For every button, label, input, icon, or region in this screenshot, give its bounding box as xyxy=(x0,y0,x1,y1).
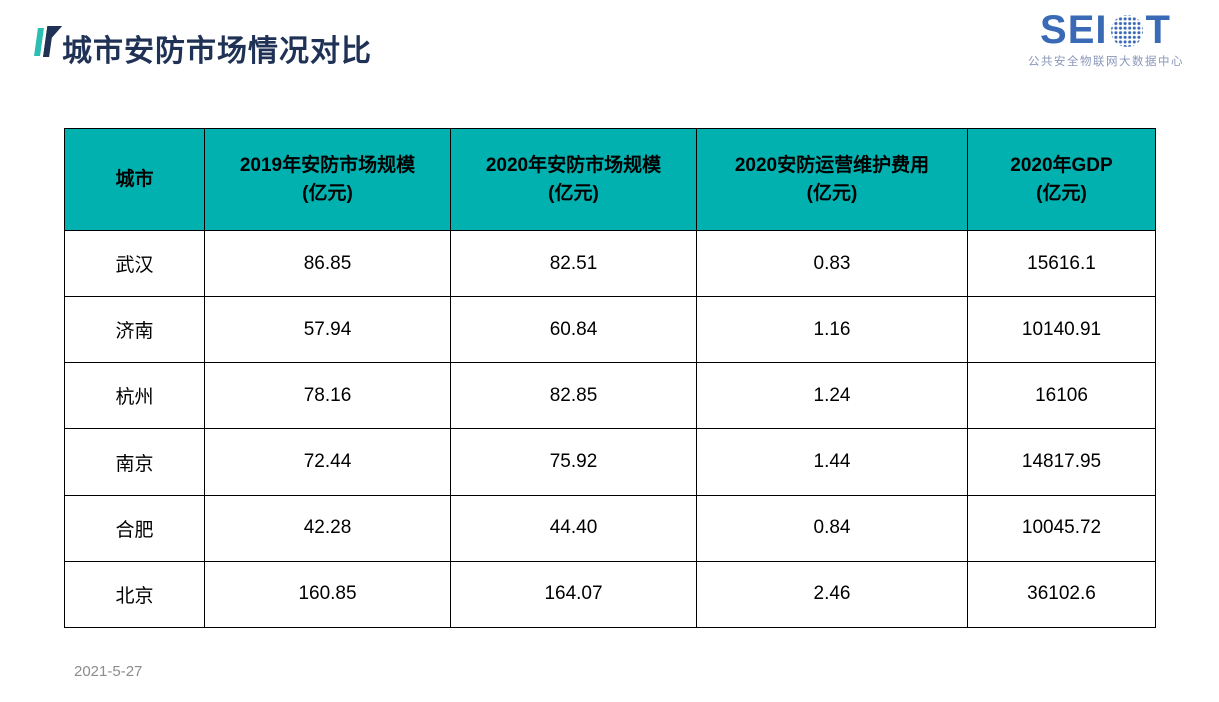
slide-date: 2021-5-27 xyxy=(74,663,143,680)
cell-2020-market: 75.92 xyxy=(450,428,697,496)
city-security-comparison-table: 城市 2019年安防市场规模 (亿元) 2020年安防市场规模 (亿元) 202… xyxy=(64,128,1156,629)
cell-2019-market: 42.28 xyxy=(204,494,451,562)
table-row-jinan: 济南 57.94 60.84 1.16 10140.91 xyxy=(64,296,1156,364)
cell-2020-gdp: 15616.1 xyxy=(967,229,1156,298)
table-row-hefei: 合肥 42.28 44.40 0.84 10045.72 xyxy=(64,494,1156,562)
cell-2020-market: 82.85 xyxy=(450,362,697,430)
cell-2019-market: 86.85 xyxy=(204,229,451,298)
cell-2020-market: 60.84 xyxy=(450,296,697,364)
cell-2020-gdp: 10140.91 xyxy=(967,296,1156,364)
col-header-2020-gdp-unit: (亿元) xyxy=(1036,182,1087,204)
col-header-2020-market-label: 2020年安防市场规模 xyxy=(485,154,662,176)
cell-2019-market: 160.85 xyxy=(204,560,451,629)
seiot-logo: SEI T 公共安全物联网大数据中心 xyxy=(1021,10,1191,69)
cell-2019-market: 78.16 xyxy=(204,362,451,430)
col-header-2019-market-unit: (亿元) xyxy=(302,182,353,204)
cell-2020-gdp: 36102.6 xyxy=(967,560,1156,629)
cell-2019-market: 57.94 xyxy=(204,296,451,364)
logo-brand: SEI T xyxy=(1040,10,1172,50)
table-row-wuhan: 武汉 86.85 82.51 0.83 15616.1 xyxy=(64,229,1156,298)
cell-city: 南京 xyxy=(64,428,205,496)
col-header-city: 城市 xyxy=(64,128,205,231)
col-header-2020-gdp-label: 2020年GDP xyxy=(1010,154,1113,176)
cell-city: 济南 xyxy=(64,296,205,364)
cell-2019-market: 72.44 xyxy=(204,428,451,496)
col-header-city-label: 城市 xyxy=(115,168,154,190)
cell-city: 武汉 xyxy=(64,229,205,298)
table-row-beijing: 北京 160.85 164.07 2.46 36102.6 xyxy=(64,560,1156,629)
title-quote-icon xyxy=(34,26,62,60)
col-header-2020-opex: 2020安防运营维护费用 (亿元) xyxy=(696,128,968,231)
table-row-hangzhou: 杭州 78.16 82.85 1.24 16106 xyxy=(64,362,1156,430)
logo-text-right: T xyxy=(1145,8,1172,52)
table-body: 武汉 86.85 82.51 0.83 15616.1 济南 57.94 60.… xyxy=(64,229,1156,629)
cell-2020-opex: 0.83 xyxy=(696,229,968,298)
logo-text-left: SEI xyxy=(1040,8,1108,52)
col-header-2019-market: 2019年安防市场规模 (亿元) xyxy=(204,128,451,231)
title-quote-teal-bar xyxy=(34,28,44,56)
cell-2020-gdp: 10045.72 xyxy=(967,494,1156,562)
title-quote-navy-bracket xyxy=(43,26,62,57)
cell-2020-opex: 1.16 xyxy=(696,296,968,364)
cell-2020-opex: 1.44 xyxy=(696,428,968,496)
cell-2020-opex: 1.24 xyxy=(696,362,968,430)
cell-2020-opex: 2.46 xyxy=(696,560,968,629)
table-header: 城市 2019年安防市场规模 (亿元) 2020年安防市场规模 (亿元) 202… xyxy=(64,128,1156,231)
table-row-nanjing: 南京 72.44 75.92 1.44 14817.95 xyxy=(64,428,1156,496)
col-header-2020-opex-unit: (亿元) xyxy=(806,182,858,204)
cell-2020-market: 164.07 xyxy=(450,560,697,629)
col-header-2020-gdp: 2020年GDP (亿元) xyxy=(967,128,1156,231)
col-header-2019-market-label: 2019年安防市场规模 xyxy=(239,154,416,176)
page-title: 城市安防市场情况对比 xyxy=(62,35,372,68)
cell-2020-opex: 0.84 xyxy=(696,494,968,562)
table-header-row: 城市 2019年安防市场规模 (亿元) 2020年安防市场规模 (亿元) 202… xyxy=(64,128,1156,231)
cell-2020-market: 44.40 xyxy=(450,494,697,562)
cell-city: 北京 xyxy=(64,560,205,629)
cell-city: 杭州 xyxy=(64,362,205,430)
logo-subtitle: 公共安全物联网大数据中心 xyxy=(1028,56,1184,68)
globe-icon xyxy=(1110,15,1143,47)
cell-city: 合肥 xyxy=(64,494,205,562)
cell-2020-market: 82.51 xyxy=(450,229,697,298)
col-header-2020-opex-label: 2020安防运营维护费用 xyxy=(734,154,930,176)
col-header-2020-market: 2020年安防市场规模 (亿元) xyxy=(450,128,697,231)
cell-2020-gdp: 16106 xyxy=(967,362,1156,430)
cell-2020-gdp: 14817.95 xyxy=(967,428,1156,496)
col-header-2020-market-unit: (亿元) xyxy=(548,182,599,204)
